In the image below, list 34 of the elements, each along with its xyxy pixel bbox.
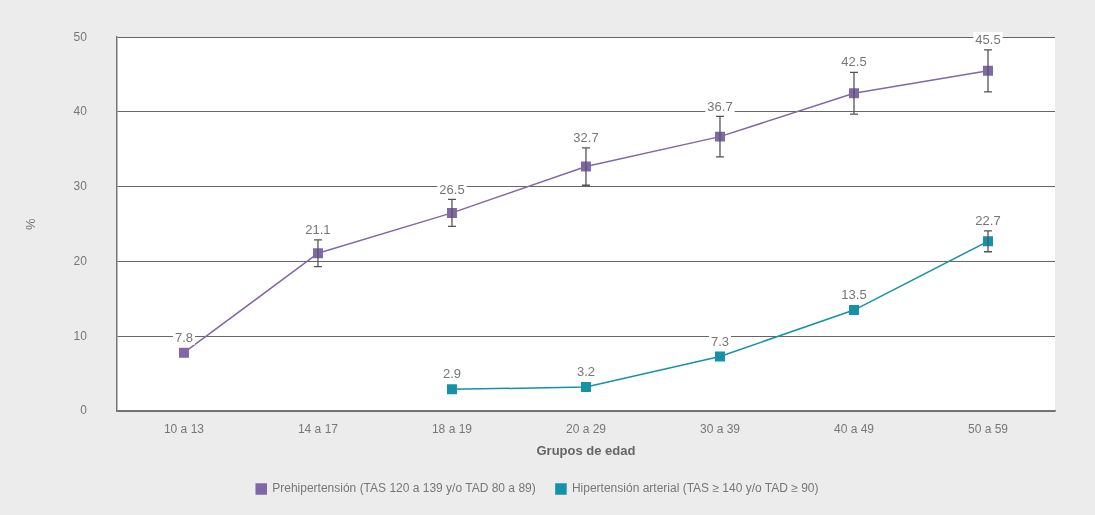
data-label: 7.8 [174,329,193,345]
point [714,351,725,362]
legend-label: Hipertensión arterial (TAS ≥ 140 y/o TAD ≥ 90) [571,481,819,496]
data-label: 7.3 [710,333,730,349]
point [849,305,859,316]
data-label: 3.2 [576,364,596,380]
data-label: 21.1 [305,221,331,237]
point [580,382,591,393]
data-label: 36.7 [707,98,733,114]
x-tick-label: 18 a 19 [431,421,473,436]
x-tick-label: 20 a 29 [565,421,607,436]
x-tick-label: 14 a 17 [297,421,339,436]
point [178,347,189,358]
x-axis-title: Grupos de edad [536,442,636,458]
data-label: 42.5 [841,54,867,70]
y-tick-label: 0 [80,403,88,418]
data-label: 13.5 [841,287,867,303]
data-label: 2.9 [442,366,462,382]
x-tick-label: 10 a 13 [163,421,205,436]
x-tick-label: 30 a 39 [699,421,741,436]
y-axis-title: % [23,217,39,230]
x-tick-label: 50 a 59 [967,421,1009,436]
y-tick-label: 50 [73,29,88,44]
y-tick-label: 20 [73,253,88,268]
x-tick-label: 40 a 49 [833,421,875,436]
data-label: 22.7 [975,212,1001,228]
y-tick-label: 40 [73,104,88,119]
data-label: 26.5 [439,181,465,197]
data-label: 32.7 [573,129,599,145]
y-tick-label: 10 [73,328,88,343]
point [446,384,457,395]
y-tick-label: 30 [73,179,88,194]
data-label: 45.5 [975,31,1001,47]
legend-label: Prehipertensión (TAS 120 a 139 y/o TAD 80 a 89) [272,481,536,496]
